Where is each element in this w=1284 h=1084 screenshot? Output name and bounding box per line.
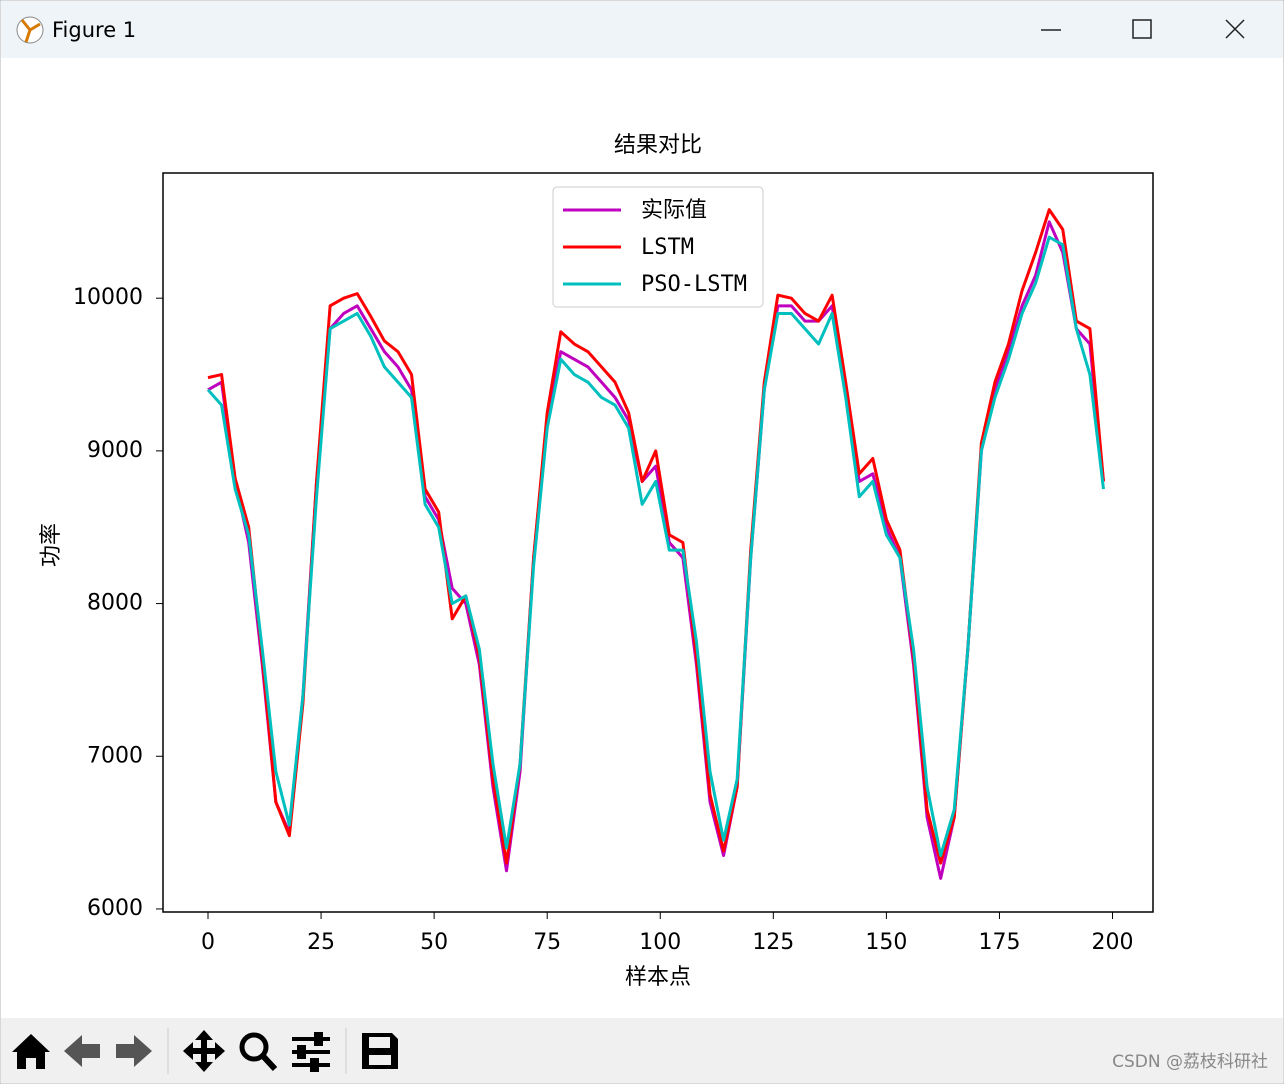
x-tick-label: 0 — [201, 930, 215, 955]
y-tick-label: 6000 — [87, 896, 143, 921]
y-tick-label: 10000 — [73, 285, 143, 310]
series-line — [207, 208, 1105, 865]
x-tick-label: 200 — [1092, 930, 1134, 955]
series-line — [206, 235, 1105, 858]
legend-label: PSO-LSTM — [641, 272, 747, 297]
maximize-button[interactable] — [1132, 19, 1152, 39]
app-icon-glyph — [20, 19, 41, 43]
title-bar — [1, 1, 1283, 58]
pan-button[interactable] — [183, 1030, 225, 1072]
watermark: CSDN @荔枝科研社 — [1112, 1052, 1268, 1072]
y-tick-label: 9000 — [87, 438, 143, 463]
back-button[interactable] — [64, 1035, 100, 1067]
x-tick-label: 125 — [752, 930, 794, 955]
y-tick-label: 8000 — [87, 591, 143, 616]
configure-button[interactable] — [292, 1032, 330, 1072]
x-tick-label: 75 — [533, 930, 561, 955]
chart-title: 结果对比 — [614, 133, 702, 158]
x-tick-label: 50 — [420, 930, 448, 955]
x-tick-label: 25 — [307, 930, 335, 955]
window-title: Figure 1 — [52, 18, 136, 42]
y-axis-label: 功率 — [39, 523, 64, 567]
save-button[interactable] — [362, 1033, 398, 1069]
home-button[interactable] — [12, 1034, 50, 1069]
y-tick-label: 7000 — [87, 743, 143, 768]
forward-button[interactable] — [116, 1035, 152, 1067]
legend: 实际值 LSTM PSO-LSTM — [552, 186, 764, 308]
close-button[interactable] — [1225, 19, 1245, 39]
legend-box — [552, 186, 764, 308]
x-axis-label: 样本点 — [625, 965, 691, 990]
legend-label: 实际值 — [641, 198, 707, 223]
x-tick-label: 100 — [639, 930, 681, 955]
zoom-handle — [260, 1053, 278, 1072]
x-tick-label: 175 — [978, 930, 1020, 955]
x-tick-label: 150 — [865, 930, 907, 955]
zoom-button[interactable] — [239, 1032, 269, 1062]
legend-label: LSTM — [641, 235, 694, 260]
